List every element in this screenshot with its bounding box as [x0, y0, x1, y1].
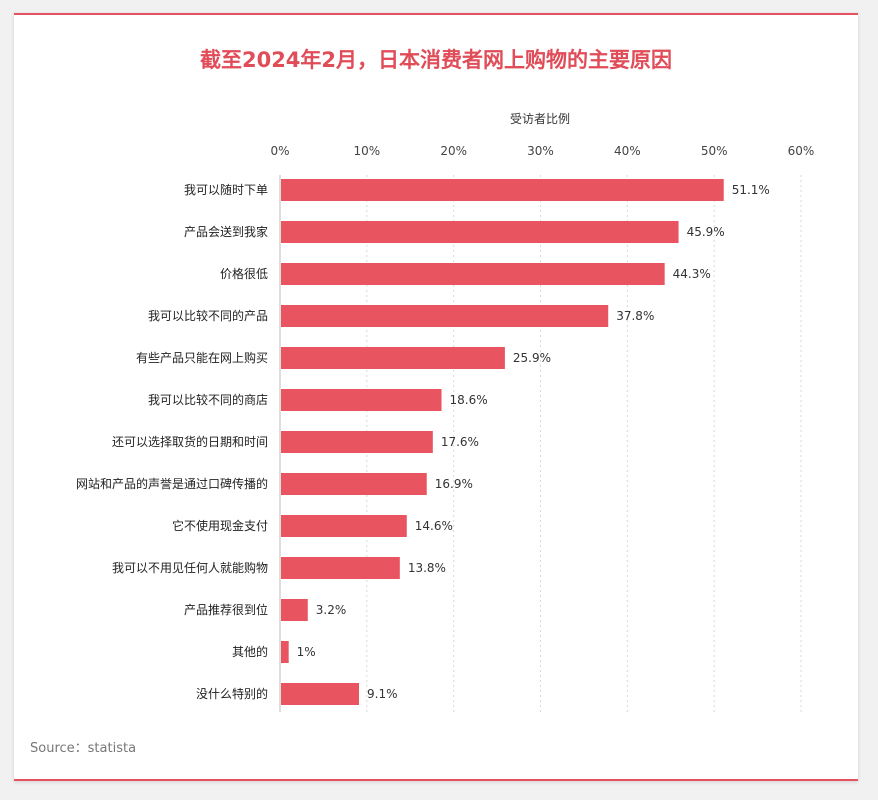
category-label: 价格很低 [220, 266, 268, 281]
value-labels: 51.1% 45.9% 44.3% 37.8% 25.9% 18.6% 17.6% 16.9%… [297, 183, 770, 701]
category-label: 有些产品只能在网上购买 [136, 350, 268, 365]
category-label: 产品推荐很到位 [184, 602, 268, 617]
value-label: 17.6% [441, 435, 479, 449]
bar [281, 431, 433, 453]
bar [281, 557, 400, 579]
bar [281, 683, 360, 705]
category-label: 还可以选择取货的日期和时间 [112, 434, 268, 449]
value-label: 14.6% [415, 519, 453, 533]
value-label: 51.1% [732, 183, 770, 197]
value-label: 13.8% [408, 561, 446, 575]
bottom-accent-line [14, 779, 858, 781]
bar [281, 263, 665, 285]
bars [281, 179, 724, 705]
category-label: 产品会送到我家 [184, 224, 268, 239]
bar [281, 221, 679, 243]
value-label: 16.9% [435, 477, 473, 491]
value-label: 1% [297, 645, 316, 659]
value-label: 37.8% [616, 309, 654, 323]
x-axis-title: 受访者比例 [510, 112, 570, 126]
x-tick-label: 40% [614, 144, 641, 158]
category-label: 我可以比较不同的产品 [148, 308, 268, 323]
x-tick-label: 60% [788, 144, 815, 158]
chart-title: 截至2024年2月，日本消费者网上购物的主要原因 [199, 48, 673, 72]
value-label: 9.1% [367, 687, 398, 701]
category-labels: 我可以随时下单产品会送到我家价格很低我可以比较不同的产品有些产品只能在网上购买我… [76, 182, 268, 701]
value-label: 45.9% [687, 225, 725, 239]
category-label: 我可以随时下单 [184, 182, 268, 197]
x-tick-label: 0% [270, 144, 289, 158]
x-tick-label: 10% [353, 144, 380, 158]
category-label: 我可以不用见任何人就能购物 [112, 560, 268, 575]
bar [281, 473, 427, 495]
bar [281, 641, 289, 663]
value-label: 18.6% [450, 393, 488, 407]
x-tick-labels: 0% 10% 20% 30% 40% 50% 60% [270, 144, 814, 158]
gridlines [279, 175, 802, 712]
bar [281, 599, 308, 621]
category-label: 我可以比较不同的商店 [148, 392, 268, 407]
category-label: 没什么特别的 [196, 686, 268, 701]
top-accent-line [14, 13, 858, 15]
bar [281, 179, 724, 201]
x-tick-label: 20% [440, 144, 467, 158]
bar [281, 515, 407, 537]
bar [281, 389, 442, 411]
category-label: 其他的 [232, 644, 268, 659]
value-label: 44.3% [673, 267, 711, 281]
value-label: 3.2% [316, 603, 347, 617]
x-tick-label: 30% [527, 144, 554, 158]
value-label: 25.9% [513, 351, 551, 365]
x-tick-label: 50% [701, 144, 728, 158]
bar [281, 347, 505, 369]
source-note: Source：statista [30, 741, 137, 756]
category-label: 网站和产品的声誉是通过口碑传播的 [76, 476, 268, 491]
category-label: 它不使用现金支付 [172, 518, 268, 533]
bar [281, 305, 609, 327]
